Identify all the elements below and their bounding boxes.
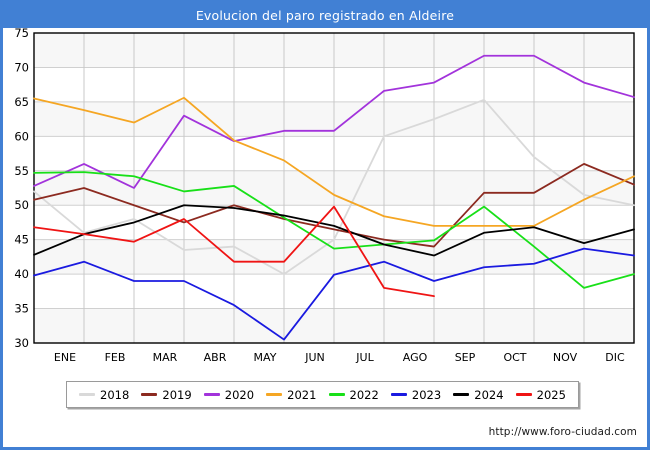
legend-swatch-icon bbox=[141, 393, 158, 396]
legend-item-label: 2021 bbox=[287, 387, 317, 402]
line-chart: 30 35 40 45 50 55 60 65 70 75 ENE FEB MAR ABR MAY JUN J… bbox=[14, 28, 635, 364]
data-series-group bbox=[33, 54, 635, 341]
legend-item-2022[interactable]: 2022 bbox=[328, 387, 379, 402]
x-tick-label: JUL bbox=[355, 351, 374, 364]
chart-legend: 2018 2019 2020 2021 2022 2023 2024 2025 bbox=[66, 381, 579, 408]
legend-item-2020[interactable]: 2020 bbox=[203, 387, 255, 402]
legend-swatch-icon bbox=[453, 393, 470, 396]
y-tick-label: 55 bbox=[14, 164, 29, 178]
legend-item-label: 2024 bbox=[474, 387, 504, 402]
series-line-2018 bbox=[33, 98, 635, 276]
legend-item-label: 2025 bbox=[536, 387, 566, 402]
x-tick-label: MAR bbox=[153, 351, 178, 364]
page-title: Evolucion del paro registrado en Aldeire bbox=[195, 8, 455, 23]
series-line-2023 bbox=[33, 247, 635, 341]
series-line-2022 bbox=[33, 171, 635, 289]
plot-frame bbox=[33, 32, 635, 344]
legend-swatch-icon bbox=[79, 393, 96, 396]
series-line-2020 bbox=[33, 54, 635, 189]
y-tick-label: 50 bbox=[14, 198, 29, 212]
x-tick-label: SEP bbox=[455, 351, 476, 364]
y-tick-label: 35 bbox=[14, 302, 29, 316]
y-tick-label: 30 bbox=[14, 336, 29, 350]
legend-item-label: 2020 bbox=[224, 387, 255, 402]
x-tick-label: AGO bbox=[403, 351, 428, 364]
x-tick-label: ENE bbox=[54, 351, 76, 364]
legend-item-label: 2018 bbox=[100, 387, 130, 402]
legend-item-2019[interactable]: 2019 bbox=[141, 387, 192, 402]
series-line-2019 bbox=[33, 162, 635, 248]
x-tick-label: MAY bbox=[254, 351, 277, 364]
legend-item-2021[interactable]: 2021 bbox=[266, 388, 316, 402]
legend-item-2018[interactable]: 2018 bbox=[79, 388, 129, 402]
x-tick-label: ABR bbox=[204, 351, 227, 364]
series-line-2025 bbox=[33, 205, 435, 298]
series-line-2024 bbox=[33, 204, 635, 257]
legend-item-label: 2019 bbox=[162, 387, 192, 402]
y-tick-label: 40 bbox=[14, 267, 29, 281]
legend-item-label: 2023 bbox=[411, 387, 442, 402]
x-tick-label: NOV bbox=[553, 351, 578, 364]
y-axis-tick-labels: 30 35 40 45 50 55 60 65 70 75 bbox=[14, 28, 29, 350]
x-axis-tick-labels: ENE FEB MAR ABR MAY JUN JUL AGO SEP OCT NOV DIC bbox=[54, 351, 625, 364]
legend-swatch-icon bbox=[203, 393, 220, 396]
y-tick-label: 60 bbox=[14, 129, 29, 143]
y-tick-label: 75 bbox=[14, 28, 29, 40]
legend-item-2024[interactable]: 2024 bbox=[453, 387, 504, 402]
y-tick-label: 45 bbox=[14, 233, 29, 247]
x-tick-label: JUN bbox=[304, 351, 325, 364]
y-tick-label: 65 bbox=[14, 95, 29, 109]
chart-canvas: 30 35 40 45 50 55 60 65 70 75 ENE FEB MAR ABR MAY JUN J… bbox=[3, 28, 647, 447]
x-tick-label: OCT bbox=[503, 351, 526, 364]
window-title-bar: Evolucion del paro registrado en Aldeire bbox=[3, 3, 647, 28]
legend-swatch-icon bbox=[515, 393, 532, 396]
series-line-2021 bbox=[33, 96, 635, 227]
source-url: http://www.foro-ciudad.com bbox=[488, 426, 637, 438]
legend-item-label: 2022 bbox=[349, 387, 379, 402]
legend-swatch-icon bbox=[266, 393, 283, 396]
y-tick-label: 70 bbox=[14, 60, 29, 74]
legend-item-2025[interactable]: 2025 bbox=[515, 387, 566, 402]
x-tick-label: DIC bbox=[605, 351, 625, 364]
legend-swatch-icon bbox=[390, 393, 407, 396]
legend-swatch-icon bbox=[328, 393, 345, 396]
x-tick-label: FEB bbox=[105, 351, 126, 364]
legend-item-2023[interactable]: 2023 bbox=[390, 387, 442, 402]
